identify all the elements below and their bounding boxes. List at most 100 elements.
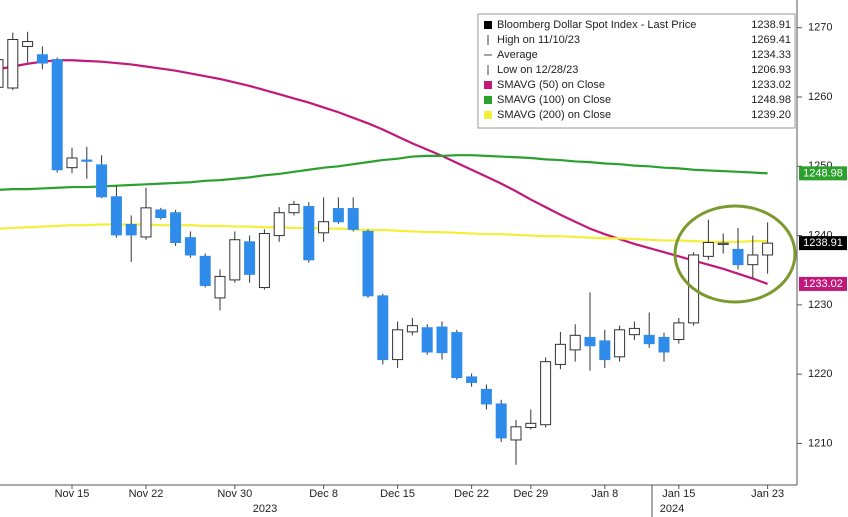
candle-body (125, 223, 137, 236)
y-tick-label: 1270 (808, 22, 832, 34)
x-tick-label: Dec 29 (513, 488, 548, 500)
candle-body (244, 241, 256, 275)
x-tick-label: Dec 8 (309, 488, 338, 500)
legend-label: Low on 12/28/23 (497, 64, 578, 76)
candle-body (673, 322, 685, 340)
legend-label: SMAVG (200) on Close (497, 109, 611, 121)
last-value-box (799, 236, 847, 251)
legend-label: SMAVG (100) on Close (497, 94, 611, 106)
y-tick-label: 1220 (808, 368, 832, 380)
legend-swatch (484, 111, 492, 119)
legend: Bloomberg Dollar Spot Index - Last Price… (477, 13, 796, 129)
candle-body (347, 208, 359, 230)
x-tick-label: Nov 15 (55, 488, 90, 500)
y-tick-label: 1260 (808, 91, 832, 103)
candle-body (732, 248, 744, 266)
candle-body (658, 336, 670, 353)
candle-body (421, 327, 433, 353)
legend-value: 1248.98 (751, 94, 791, 106)
legend-icon (484, 21, 492, 29)
x-tick-label: Jan 8 (591, 488, 618, 500)
candle-body (273, 212, 285, 237)
legend-box (477, 13, 796, 129)
candle-body (702, 242, 714, 257)
x-tick-label: Dec 22 (454, 488, 489, 500)
candle-body (406, 325, 418, 333)
y-tick-label: 1230 (808, 299, 832, 311)
x-tick-label: Dec 15 (380, 488, 415, 500)
legend-value: 1233.02 (751, 79, 791, 91)
legend-label: Average (497, 49, 538, 61)
candle-body (540, 361, 552, 426)
candle-body (110, 196, 122, 236)
year-label: 2023 (253, 503, 277, 515)
candle-body (643, 334, 655, 345)
candle-body (51, 59, 63, 171)
candle-body (332, 208, 344, 223)
candle-body (569, 334, 581, 351)
legend-label: SMAVG (50) on Close (497, 79, 605, 91)
candle-body (81, 159, 93, 162)
candle-body (22, 41, 34, 47)
legend-swatch (484, 96, 492, 104)
candle-body (7, 38, 19, 89)
legend-value: 1269.41 (751, 34, 791, 46)
legend-value: 1238.91 (751, 19, 791, 31)
x-tick-label: Jan 23 (751, 488, 784, 500)
candle-body (510, 426, 522, 441)
last-value-label: 1248.98 (803, 167, 843, 179)
candle-body (554, 343, 566, 365)
x-tick-label: Jan 15 (662, 488, 695, 500)
candle-body (66, 157, 78, 169)
legend-value: 1234.33 (751, 49, 791, 61)
candle-body (392, 329, 404, 361)
x-tick-label: Nov 30 (217, 488, 252, 500)
plot-area (0, 31, 774, 465)
candle-body (436, 326, 448, 354)
candle-body (0, 59, 4, 88)
last-value-box (799, 166, 847, 181)
candle-body (451, 332, 463, 379)
candle-body (525, 422, 537, 428)
candle-body (318, 221, 330, 234)
legend-value: 1206.93 (751, 64, 791, 76)
candle-body (184, 237, 196, 256)
candle-body (762, 242, 774, 256)
legend-value: 1239.20 (751, 109, 791, 121)
candle-body (288, 203, 300, 214)
candle-body (628, 327, 640, 336)
year-label: 2024 (660, 503, 684, 515)
legend-label: High on 11/10/23 (497, 34, 580, 46)
candle-body (747, 254, 759, 266)
last-value-box (799, 276, 847, 291)
candle-body (229, 239, 241, 281)
candle-body (170, 212, 182, 243)
candle-body (96, 164, 108, 198)
candle-body (614, 329, 626, 358)
x-tick-label: Nov 22 (129, 488, 164, 500)
candle-body (466, 376, 478, 383)
candle-body (377, 295, 389, 361)
last-value-label: 1238.91 (803, 237, 843, 249)
candle-body (214, 275, 226, 299)
moving-average-line (0, 154, 768, 191)
candle-body (140, 207, 152, 238)
legend-swatch (484, 81, 492, 89)
candle-body (599, 340, 611, 361)
moving-average-line (0, 59, 768, 285)
highlight-ellipse (673, 204, 797, 304)
y-tick-label: 1210 (808, 437, 832, 449)
candle-body (362, 230, 374, 297)
candle-body (717, 242, 729, 245)
legend-label: Bloomberg Dollar Spot Index - Last Price (497, 19, 696, 31)
candle-body (155, 209, 167, 219)
candle-body (36, 54, 48, 64)
candle-body (199, 255, 211, 286)
last-value-label: 1233.02 (803, 278, 843, 290)
candle-body (584, 336, 596, 347)
candle-body (480, 388, 492, 405)
candle-body (258, 232, 270, 289)
candle-body (495, 403, 507, 439)
